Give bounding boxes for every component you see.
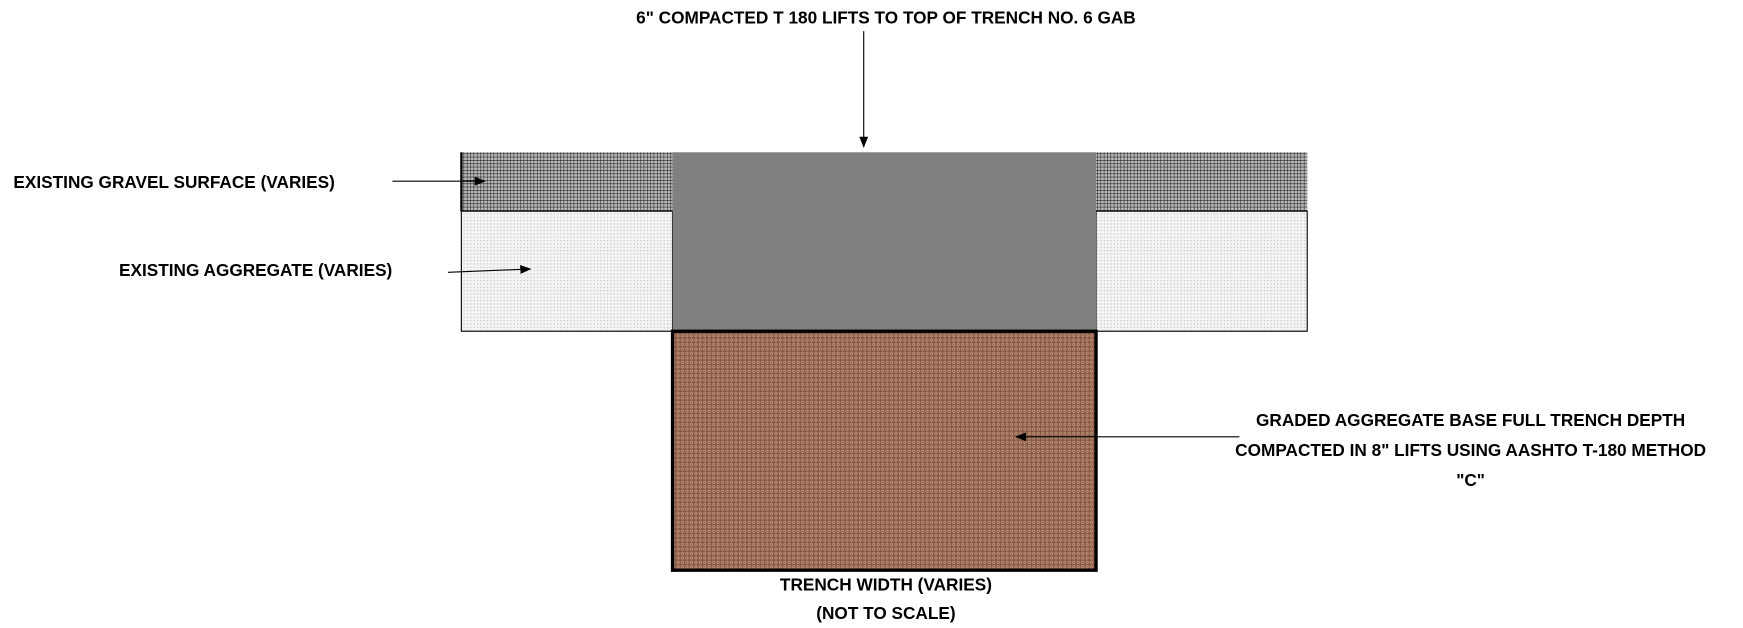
base-label: GRADED AGGREGATE BASE FULL TRENCH DEPTH [1256, 410, 1685, 430]
top-label: 6" COMPACTED T 180 LIFTS TO TOP OF TRENC… [636, 7, 1136, 27]
trench [670, 329, 1098, 572]
aggregate-left [460, 210, 674, 332]
base-label: COMPACTED IN 8" LIFTS USING AASHTO T-180… [1235, 440, 1706, 460]
gab-top [672, 152, 1097, 332]
base-label: "C" [1456, 470, 1485, 490]
gravel-label: EXISTING GRAVEL SURFACE (VARIES) [13, 172, 334, 192]
gravel-right [1096, 152, 1308, 212]
aggregate-right [1095, 210, 1308, 332]
scale-note: (NOT TO SCALE) [816, 603, 955, 623]
width-label: TRENCH WIDTH (VARIES) [780, 574, 992, 594]
aggregate-label: EXISTING AGGREGATE (VARIES) [119, 260, 392, 280]
gravel-left [461, 152, 673, 212]
arrow [447, 264, 532, 274]
